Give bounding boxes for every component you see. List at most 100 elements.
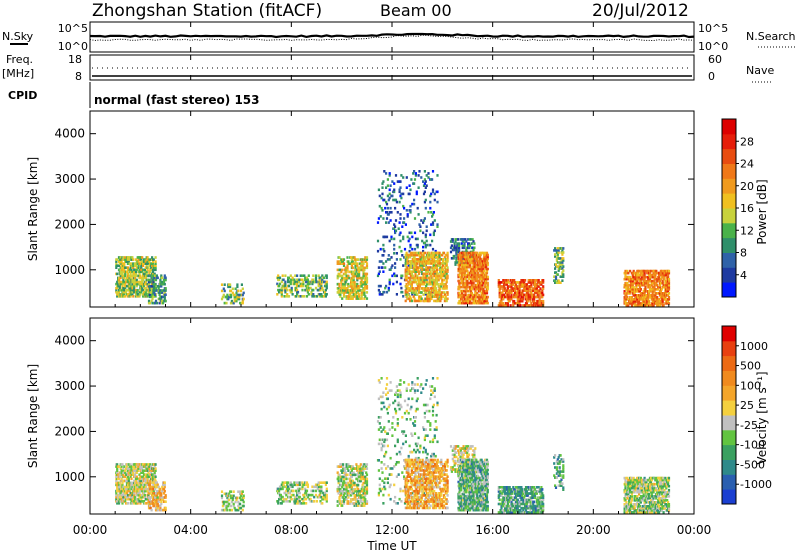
scatter-cell-8 [479,253,482,257]
scatter-cell-0 [146,282,149,286]
scatter-cell-3 [308,282,311,286]
scatter-cell-8 [464,293,467,297]
scatter-cell-1 [153,504,156,508]
scatter-cell-3 [325,286,328,290]
scatter-cell-5 [379,247,382,251]
scatter-cell-4 [358,268,361,272]
scatter-cell-4 [346,473,349,477]
scatter-cell-8 [461,293,464,297]
scatter-cell-6 [404,299,407,303]
scatter-cell-4 [354,272,357,276]
scatter-cell-11 [660,269,663,273]
scatter-cell-3 [317,274,320,277]
scatter-cell-3 [296,481,300,484]
scatter-cell-5 [411,264,414,267]
scatter-cell-3 [322,288,325,292]
scatter-cell-1 [161,485,164,489]
scatter-cell-6 [422,287,425,290]
scatter-cell-4 [339,260,342,263]
scatter-cell-3 [296,487,300,491]
scatter-cell-0 [149,270,152,274]
scatter-cell-2 [235,297,238,301]
scatter-cell-3 [325,280,328,284]
scatter-cell-9 [499,302,502,305]
scatter-cell-0 [126,483,129,487]
scatter-cell-1 [148,301,151,305]
scatter-cell-6 [430,274,433,278]
scatter-cell-5 [377,188,380,192]
scatter-cell-3 [278,495,282,499]
scatter-cell-7 [467,242,471,245]
scatter-cell-11 [664,296,667,299]
scatter-cell-11 [660,288,663,291]
scatter-cell-6 [430,253,433,257]
scatter-cell-4 [350,500,353,503]
scatter-cell-5 [380,260,383,263]
scatter-cell-5 [420,219,423,222]
scatter-cell-5 [388,278,391,282]
scatter-cell-11 [630,300,633,303]
scatter-cell-6 [411,287,414,290]
scatter-cell-0 [146,295,149,298]
scatter-cell-11 [638,269,641,273]
scatter-cell-5 [416,245,419,249]
scatter-cell-0 [127,463,130,466]
scatter-cell-6 [408,280,411,284]
scatter-cell-0 [134,487,138,491]
scatter-cell-6 [437,285,440,288]
scatter-cell-11 [648,283,651,287]
scatter-cell-11 [638,277,641,281]
scatter-cell-10 [557,279,560,282]
scatter-cell-11 [662,283,665,287]
scatter-cell-2 [229,301,233,305]
scatter-cell-9 [525,302,528,305]
scatter-cell-4 [358,274,361,278]
scatter-cell-8 [469,263,472,267]
scatter-cell-6 [424,251,427,255]
scatter-cell-3 [313,495,316,499]
scatter-cell-6 [409,299,412,303]
scatter-cell-8 [482,251,485,255]
colorbar-segment [722,193,736,209]
scatter-cell-3 [281,274,284,277]
scatter-cell-5 [398,233,401,237]
scatter-cell-5 [422,219,426,222]
scatter-cell-0 [128,467,131,470]
scatter-cell-0 [154,467,157,470]
scatter-cell-8 [476,251,479,255]
scatter-cell-5 [388,192,391,196]
scatter-cell-8 [477,253,481,257]
scatter-cell-0 [115,465,118,468]
scatter-cell-5 [400,249,403,253]
scatter-cell-3 [325,489,328,493]
scatter-cell-5 [385,290,389,294]
scatter-cell-3 [311,295,314,298]
scatter-cell-6 [419,282,422,286]
scatter-cell-5 [377,266,380,269]
scatter-cell-0 [149,463,152,466]
scatter-cell-8 [478,277,481,281]
scatter-cell-0 [137,266,140,269]
scatter-cell-3 [321,502,324,505]
scatter-cell-11 [646,304,649,307]
scatter-cell-3 [290,288,293,292]
scatter-cell-6 [415,276,418,280]
scatter-cell-0 [143,270,146,274]
scatter-cell-8 [466,251,469,255]
scatter-cell-8 [464,253,467,257]
scatter-cell-4 [354,266,357,270]
scatter-cell-7 [452,257,455,260]
scatter-cell-6 [442,262,446,265]
scatter-cell-1 [151,301,154,305]
scatter-cell-8 [467,289,470,293]
scatter-cell-9 [514,293,518,297]
scatter-cell-5 [430,192,433,196]
scatter-cell-6 [413,280,416,284]
scatter-cell-3 [277,487,280,491]
scatter-cell-5 [413,231,417,235]
scatter-cell-3 [286,293,289,296]
scatter-cell-6 [433,289,436,292]
scatter-cell-11 [667,283,671,287]
scatter-cell-8 [462,267,465,271]
scatter-cell-11 [657,288,660,291]
